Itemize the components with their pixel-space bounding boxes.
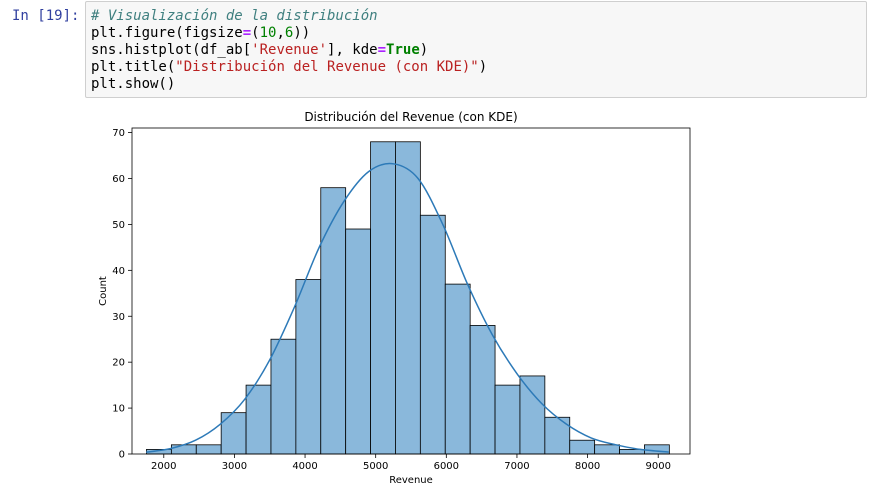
chart-title: Distribución del Revenue (con KDE)	[304, 110, 517, 124]
code-token: plt.show()	[91, 76, 176, 92]
code-comment: # Visualización de la distribución	[91, 8, 378, 24]
y-tick-label: 30	[112, 312, 125, 323]
x-tick-label: 5000	[363, 461, 388, 472]
code-token: )	[478, 59, 488, 75]
code-token: ))	[293, 25, 311, 41]
plot-frame	[131, 127, 691, 455]
y-tick-label: 50	[112, 220, 125, 231]
code-token: plt.title(	[91, 59, 176, 75]
histogram-bar	[444, 283, 471, 455]
code-token: (	[251, 25, 260, 41]
code-string: 'Revenue'	[251, 42, 328, 58]
histogram-bar	[170, 444, 197, 455]
code-token: ,	[276, 25, 285, 41]
x-tick-label: 7000	[504, 461, 529, 472]
x-axis-ticks: 2000 3000 4000 5000 6000 7000 8000 9000	[151, 454, 671, 472]
y-tick-label: 0	[119, 450, 125, 461]
histogram-bar	[594, 444, 620, 455]
y-axis-ticks: 0 10 20 30 40 50 60 70	[112, 128, 132, 461]
y-axis-label: Count	[98, 276, 109, 306]
histogram-bar	[569, 439, 596, 455]
y-tick-label: 20	[112, 358, 125, 369]
code-operator: =	[377, 42, 387, 58]
x-axis-label: Revenue	[389, 475, 433, 486]
code-line-4: plt.title("Distribución del Revenue (con…	[91, 59, 861, 76]
y-tick-label: 10	[112, 404, 125, 415]
histogram-bar	[494, 384, 521, 455]
histogram-bar	[270, 338, 297, 455]
cell-output: Distribución del Revenue (con KDE) 2000 3…	[0, 104, 881, 501]
code-number: 6	[284, 25, 294, 41]
histogram-chart: Distribución del Revenue (con KDE) 2000 3…	[98, 110, 691, 486]
kde-curve	[146, 162, 669, 453]
histogram-bar	[295, 279, 322, 455]
y-tick-label: 70	[112, 128, 125, 139]
histogram-bars	[146, 141, 670, 455]
y-tick-label: 40	[112, 266, 125, 277]
histogram-bar	[320, 187, 347, 455]
x-tick-label: 3000	[222, 461, 247, 472]
code-token: ], kde	[327, 42, 378, 58]
y-tick-label: 60	[112, 174, 125, 185]
histogram-bar	[220, 412, 247, 455]
code-token: )	[419, 42, 429, 58]
x-tick-label: 4000	[292, 461, 317, 472]
code-line-2: plt.figure(figsize=(10,6))	[91, 25, 861, 42]
x-tick-label: 9000	[645, 461, 670, 472]
code-line-5: plt.show()	[91, 76, 861, 93]
code-token: sns.histplot(df_ab[	[91, 42, 252, 58]
histogram-bar	[419, 214, 446, 455]
code-cell[interactable]: # Visualización de la distribución plt.f…	[85, 1, 867, 98]
histogram-bar	[469, 325, 496, 455]
code-operator: =	[242, 25, 252, 41]
histogram-bar	[395, 141, 421, 455]
histogram-bar	[519, 375, 546, 455]
code-string: "Distribución del Revenue (con KDE)"	[175, 59, 479, 75]
histogram-bar	[245, 384, 272, 455]
code-line-1: # Visualización de la distribución	[91, 8, 861, 25]
code-token: plt.figure(figsize	[91, 25, 243, 41]
x-tick-label: 8000	[575, 461, 600, 472]
code-line-3: sns.histplot(df_ab['Revenue'], kde=True)	[91, 42, 861, 59]
histogram-bar	[195, 444, 222, 455]
code-keyword: True	[386, 42, 420, 58]
histogram-bar	[544, 416, 571, 455]
histogram-bar	[345, 228, 371, 455]
code-number: 10	[259, 25, 277, 41]
histogram-bar	[370, 141, 396, 455]
x-tick-label: 2000	[151, 461, 176, 472]
x-tick-label: 6000	[434, 461, 459, 472]
cell-prompt: In [19]:	[12, 8, 80, 24]
